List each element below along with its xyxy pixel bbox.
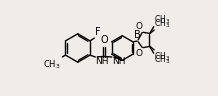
Text: CH$_3$: CH$_3$ xyxy=(154,54,170,66)
Text: CH$_3$: CH$_3$ xyxy=(44,58,61,71)
Text: CH$_3$: CH$_3$ xyxy=(154,14,170,26)
Text: F: F xyxy=(95,27,100,37)
Text: O: O xyxy=(136,49,143,58)
Text: O: O xyxy=(136,22,143,31)
Text: NH: NH xyxy=(112,58,126,66)
Text: CH$_3$: CH$_3$ xyxy=(154,50,170,63)
Text: B: B xyxy=(134,30,141,40)
Text: CH$_3$: CH$_3$ xyxy=(154,17,170,30)
Text: NH: NH xyxy=(95,58,109,66)
Text: O: O xyxy=(100,35,108,45)
